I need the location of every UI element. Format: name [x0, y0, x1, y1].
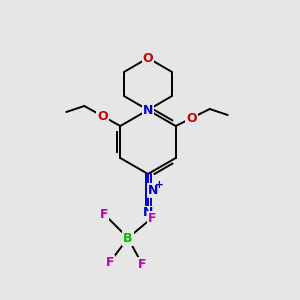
Text: O: O — [143, 52, 153, 64]
Text: N: N — [143, 206, 153, 220]
Text: B: B — [123, 232, 133, 244]
Text: +: + — [154, 180, 164, 190]
Text: F: F — [138, 257, 146, 271]
Text: O: O — [97, 110, 108, 122]
Text: N: N — [143, 103, 153, 116]
Text: N: N — [148, 184, 158, 196]
Text: O: O — [186, 112, 197, 124]
Text: F: F — [100, 208, 108, 220]
Text: F: F — [148, 212, 156, 224]
Text: F: F — [106, 256, 114, 268]
